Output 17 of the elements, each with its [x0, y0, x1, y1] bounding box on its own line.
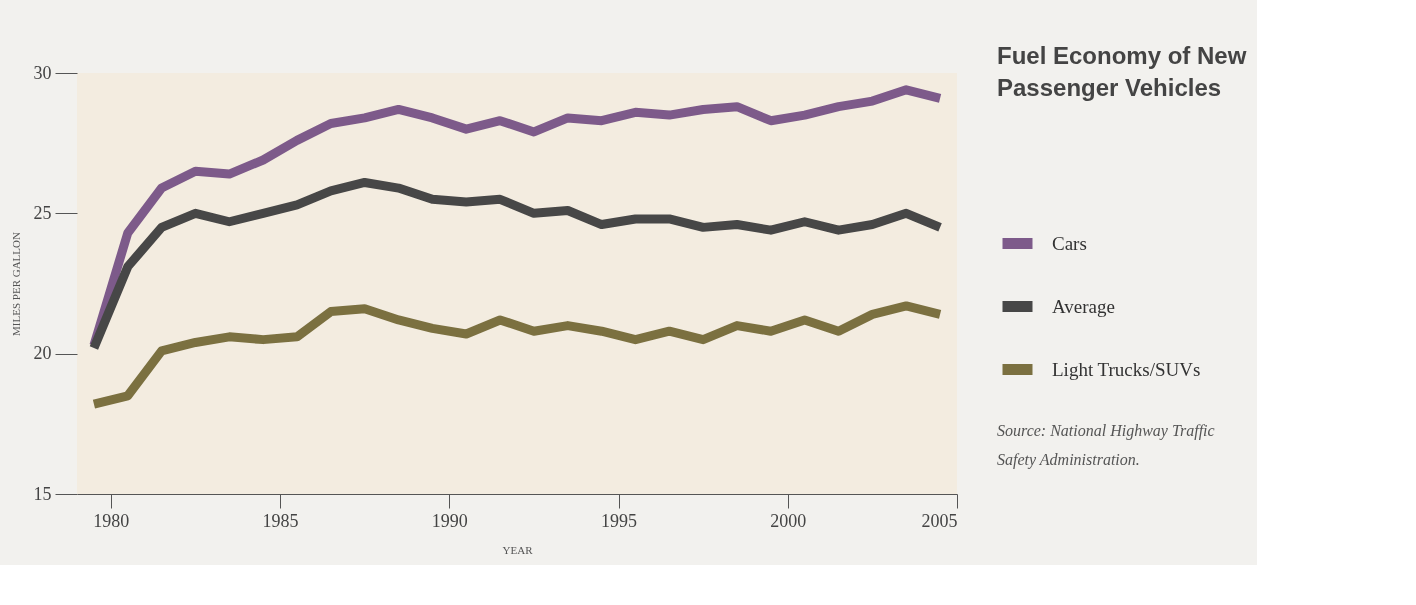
y-axis-title: MILES PER GALLON: [9, 232, 22, 336]
x-axis-title: YEAR: [502, 543, 534, 556]
legend-label: Average: [1052, 295, 1115, 317]
x-tick-label: 1985: [262, 510, 299, 531]
x-tick-label: 1990: [431, 510, 468, 531]
legend-label: Light Trucks/SUVs: [1052, 358, 1201, 380]
x-tick-label: 2000: [770, 510, 807, 531]
x-tick-label: 2005: [921, 510, 958, 531]
y-tick-label: 15: [33, 483, 52, 504]
x-tick-label: 1980: [93, 510, 130, 531]
y-tick-label: 30: [33, 62, 52, 83]
source-note: Source: National Highway Traffic Safety Administration.: [997, 422, 1215, 469]
y-tick-label: 20: [33, 343, 52, 364]
text: Fuel Economy of New Passenger Vehicles: [997, 42, 1247, 101]
x-tick-label: 1995: [601, 510, 638, 531]
legend-label: Cars: [1052, 232, 1087, 254]
y-tick-label: 25: [33, 202, 52, 223]
